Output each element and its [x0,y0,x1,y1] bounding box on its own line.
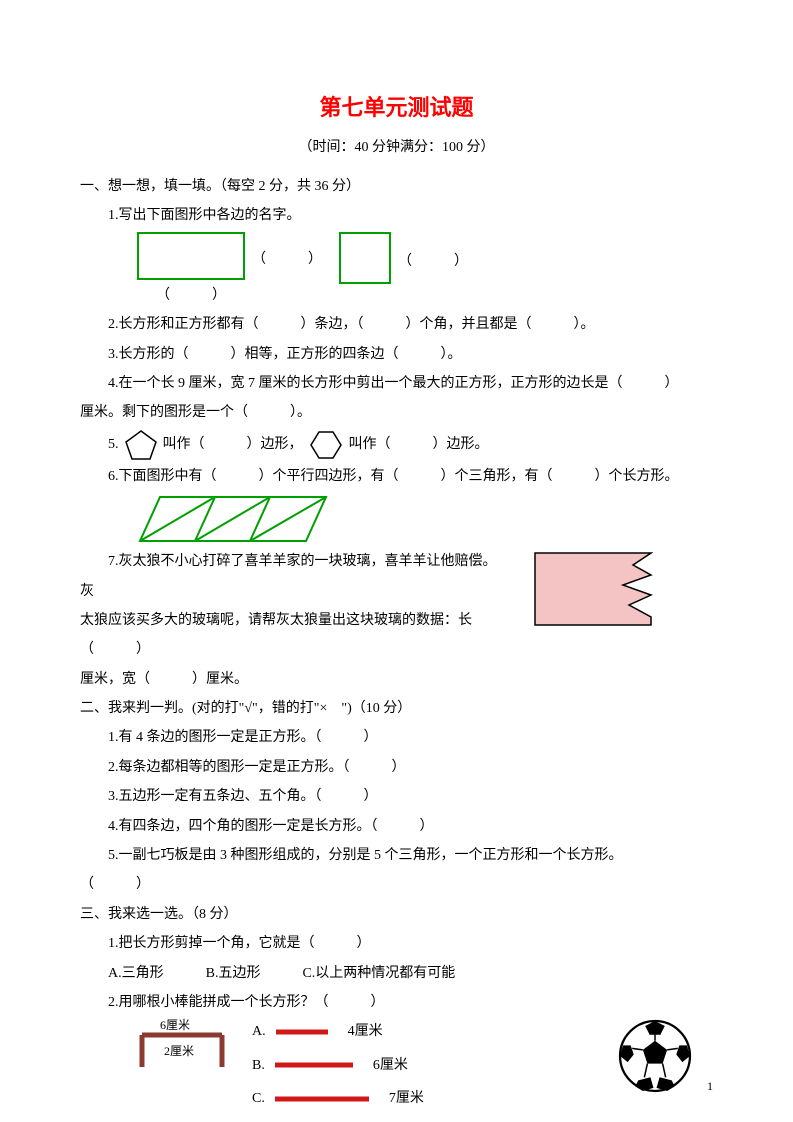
s2-q2: 2.每条边都相等的图形一定是正方形。（ ） [80,753,713,782]
stick-c [273,1095,381,1103]
q1-square-right-label: （ ） [398,247,468,276]
exam-page: 第七单元测试题 （时间：40 分钟满分：100 分） 一、想一想，填一填。（每空… [0,0,793,1122]
q1-rect-right-label: （ ） [252,245,322,274]
q1-rect-col: （ ） [136,231,246,310]
s2-q5b: （ ） [80,870,713,899]
s1-q4b: 厘米。剩下的图形是一个（ ）。 [80,398,713,427]
s1-q7a: 7.灰太狼不小心打碎了喜羊羊家的一块玻璃，喜羊羊让他赔偿。灰 [80,547,510,606]
q7-text: 7.灰太狼不小心打碎了喜羊羊家的一块玻璃，喜羊羊让他赔偿。灰 太狼应该买多大的玻… [80,547,510,694]
opt-c-len: 7厘米 [389,1084,424,1113]
q2-option-b: B. 6厘米 [252,1051,424,1080]
q1-figures: （ ） （ ） （ ） [136,231,713,310]
parallelogram-composite [136,491,336,547]
rectangle-shape [136,231,246,281]
broken-glass-shape [533,551,653,627]
stick-a [274,1028,340,1036]
opt-a-len: 4厘米 [348,1017,383,1046]
s1-q7-block: 7.灰太狼不小心打碎了喜羊羊家的一块玻璃，喜羊羊让他赔偿。灰 太狼应该买多大的玻… [80,547,713,694]
s2-heading: 二、我来判一判。(对的打"√"，错的打"× ")（10 分） [80,694,713,723]
s1-q1: 1.写出下面图形中各边的名字。 [80,201,713,230]
page-title: 第七单元测试题 [80,90,713,122]
soccer-ball-icon [617,1018,693,1094]
s2-q5a: 5.一副七巧板是由 3 种图形组成的，分别是 5 个三角形，一个正方形和一个长方… [80,841,713,870]
q2-option-a: A. 4厘米 [252,1017,424,1046]
s3-q1-opts: A.三角形 B.五边形 C.以上两种情况都有可能 [80,959,713,988]
q2-side-label: 2厘米 [164,1044,194,1058]
q2-option-c: C. 7厘米 [252,1084,424,1113]
opt-b-len: 6厘米 [373,1051,408,1080]
opt-c-label: C. [252,1084,265,1113]
q5-prefix: 5. [108,430,119,459]
section-1: 一、想一想，填一填。（每空 2 分，共 36 分） 1.写出下面图形中各边的名字… [80,172,713,694]
page-number: 1 [707,1079,713,1094]
q5-end: 叫作（ ）边形。 [349,430,489,459]
s3-q1: 1.把长方形剪掉一个角，它就是（ ） [80,929,713,958]
q2-options: A. 4厘米 B. 6厘米 C. 7厘米 [252,1017,424,1113]
s1-q2: 2.长方形和正方形都有（ ）条边，（ ）个角，并且都是（ ）。 [80,310,713,339]
s1-q4a: 4.在一个长 9 厘米，宽 7 厘米的长方形中剪出一个最大的正方形，正方形的边长… [80,369,713,398]
s1-q7b: 太狼应该买多大的玻璃呢，请帮灰太狼量出这块玻璃的数据：长（ ） [80,606,510,665]
s1-q5: 5. 叫作（ ）边形， 叫作（ ）边形。 [108,428,713,462]
page-subtitle: （时间：40 分钟满分：100 分） [80,136,713,156]
s2-q4: 4.有四条边，四个角的图形一定是长方形。（ ） [80,812,713,841]
s1-q3: 3.长方形的（ ）相等，正方形的四条边（ ）。 [80,340,713,369]
pentagon-icon [123,428,159,462]
s2-q3: 3.五边形一定有五条边、五个角。（ ） [80,782,713,811]
square-shape [338,231,392,285]
q1-rect-below-label: （ ） [156,281,226,310]
s1-q6: 6.下面图形中有（ ）个平行四边形，有（ ）个三角形，有（ ）个长方形。 [80,462,713,491]
q5-mid: 叫作（ ）边形， [163,430,303,459]
q1-square-col [338,231,392,285]
s3-heading: 三、我来选一选。（8 分） [80,900,713,929]
s1-q7c: 厘米，宽（ ）厘米。 [80,665,510,694]
q6-figure [136,491,713,547]
opt-a-label: A. [252,1017,266,1046]
q2-top-label: 6厘米 [160,1018,190,1032]
s1-heading: 一、想一想，填一填。（每空 2 分，共 36 分） [80,172,713,201]
section-2: 二、我来判一判。(对的打"√"，错的打"× ")（10 分） 1.有 4 条边的… [80,694,713,900]
opt-b-label: B. [252,1051,265,1080]
s2-q1: 1.有 4 条边的图形一定是正方形。（ ） [80,723,713,752]
stick-b [273,1061,365,1069]
hexagon-icon [307,428,345,462]
q2-left-shape: 6厘米 2厘米 [136,1017,236,1075]
s3-q2: 2.用哪根小棒能拼成一个长方形？（ ） [80,988,713,1017]
